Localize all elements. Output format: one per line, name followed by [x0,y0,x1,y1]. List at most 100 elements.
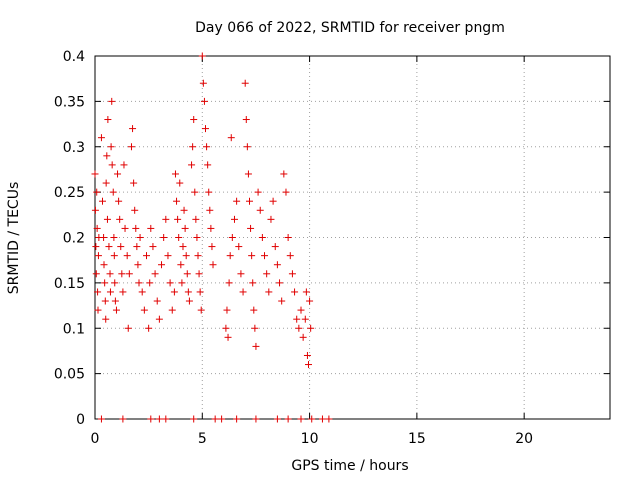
data-point [204,161,212,169]
data-point [105,243,113,251]
data-point [92,243,100,251]
data-point [91,170,99,178]
data-point [189,143,197,151]
data-point [93,224,101,232]
data-point [286,252,294,260]
data-point [308,415,316,423]
data-point [116,215,124,223]
data-point [263,270,271,278]
data-point [103,152,111,160]
data-point [252,415,260,423]
data-point [109,188,117,196]
data-point [258,234,266,241]
data-point [178,279,186,287]
data-point [125,270,133,278]
data-point [104,116,112,124]
data-point [100,261,108,269]
data-point [278,297,286,305]
data-point [158,261,166,269]
data-point [246,197,253,205]
data-point [248,252,256,260]
data-point [174,215,182,223]
data-point [297,415,305,423]
data-point [218,415,226,423]
data-point [111,279,119,287]
data-point [127,143,135,151]
data-point [175,234,183,241]
data-point [256,206,264,214]
data-point [242,116,250,124]
data-point [136,234,144,241]
data-point [101,297,109,305]
data-point [252,342,260,350]
data-point [233,415,241,423]
data-point [318,415,326,423]
data-point [168,306,176,314]
data-point [247,224,255,232]
data-point [192,215,200,223]
data-point [138,288,146,296]
data-point [254,188,262,196]
data-point [194,252,202,260]
data-point [211,415,219,423]
chart-title: Day 066 of 2022, SRMTID for receiver png… [195,20,505,36]
data-point [325,415,333,423]
y-tick-label: 0.35 [54,94,85,110]
x-tick-label: 5 [198,431,207,447]
data-point [208,243,216,251]
data-point [182,252,190,260]
data-point [288,270,296,278]
y-tick-label: 0.3 [63,140,85,156]
data-point [101,279,109,287]
data-point [143,252,150,260]
data-point [118,270,126,278]
y-tick-label: 0.25 [54,185,85,201]
data-point [250,306,258,314]
data-point [119,415,127,423]
data-point [297,306,305,314]
data-point [251,324,259,332]
data-point [120,161,128,169]
data-point [124,324,132,332]
data-point [173,197,181,205]
data-point [224,333,232,341]
data-point [102,179,110,187]
data-point [230,215,238,223]
data-point [280,170,288,178]
data-point [202,125,210,133]
x-tick-label: 20 [515,431,533,447]
data-point [235,243,243,251]
data-point [273,415,281,423]
data-point [171,170,179,178]
data-point [94,252,102,260]
data-point [243,143,251,151]
data-point [197,306,205,314]
data-point [106,288,114,296]
data-point [282,188,290,196]
data-point [305,361,313,369]
data-point [153,297,161,305]
data-point [227,134,235,142]
data-point [225,279,233,287]
data-point [284,415,292,423]
data-point [269,197,277,205]
y-tick-label: 0.2 [63,231,85,247]
data-point [99,197,107,205]
data-point [180,206,188,214]
data-point [239,288,247,296]
data-point [94,306,102,314]
data-point [93,188,101,196]
data-point [177,261,185,269]
data-point [134,261,142,269]
data-point [261,252,269,260]
data-point [149,243,157,251]
data-point [185,297,193,305]
data-point [195,270,203,278]
data-point [117,243,125,251]
data-point [133,243,141,251]
data-point [112,306,120,314]
data-point [106,270,114,278]
data-point [191,188,199,196]
